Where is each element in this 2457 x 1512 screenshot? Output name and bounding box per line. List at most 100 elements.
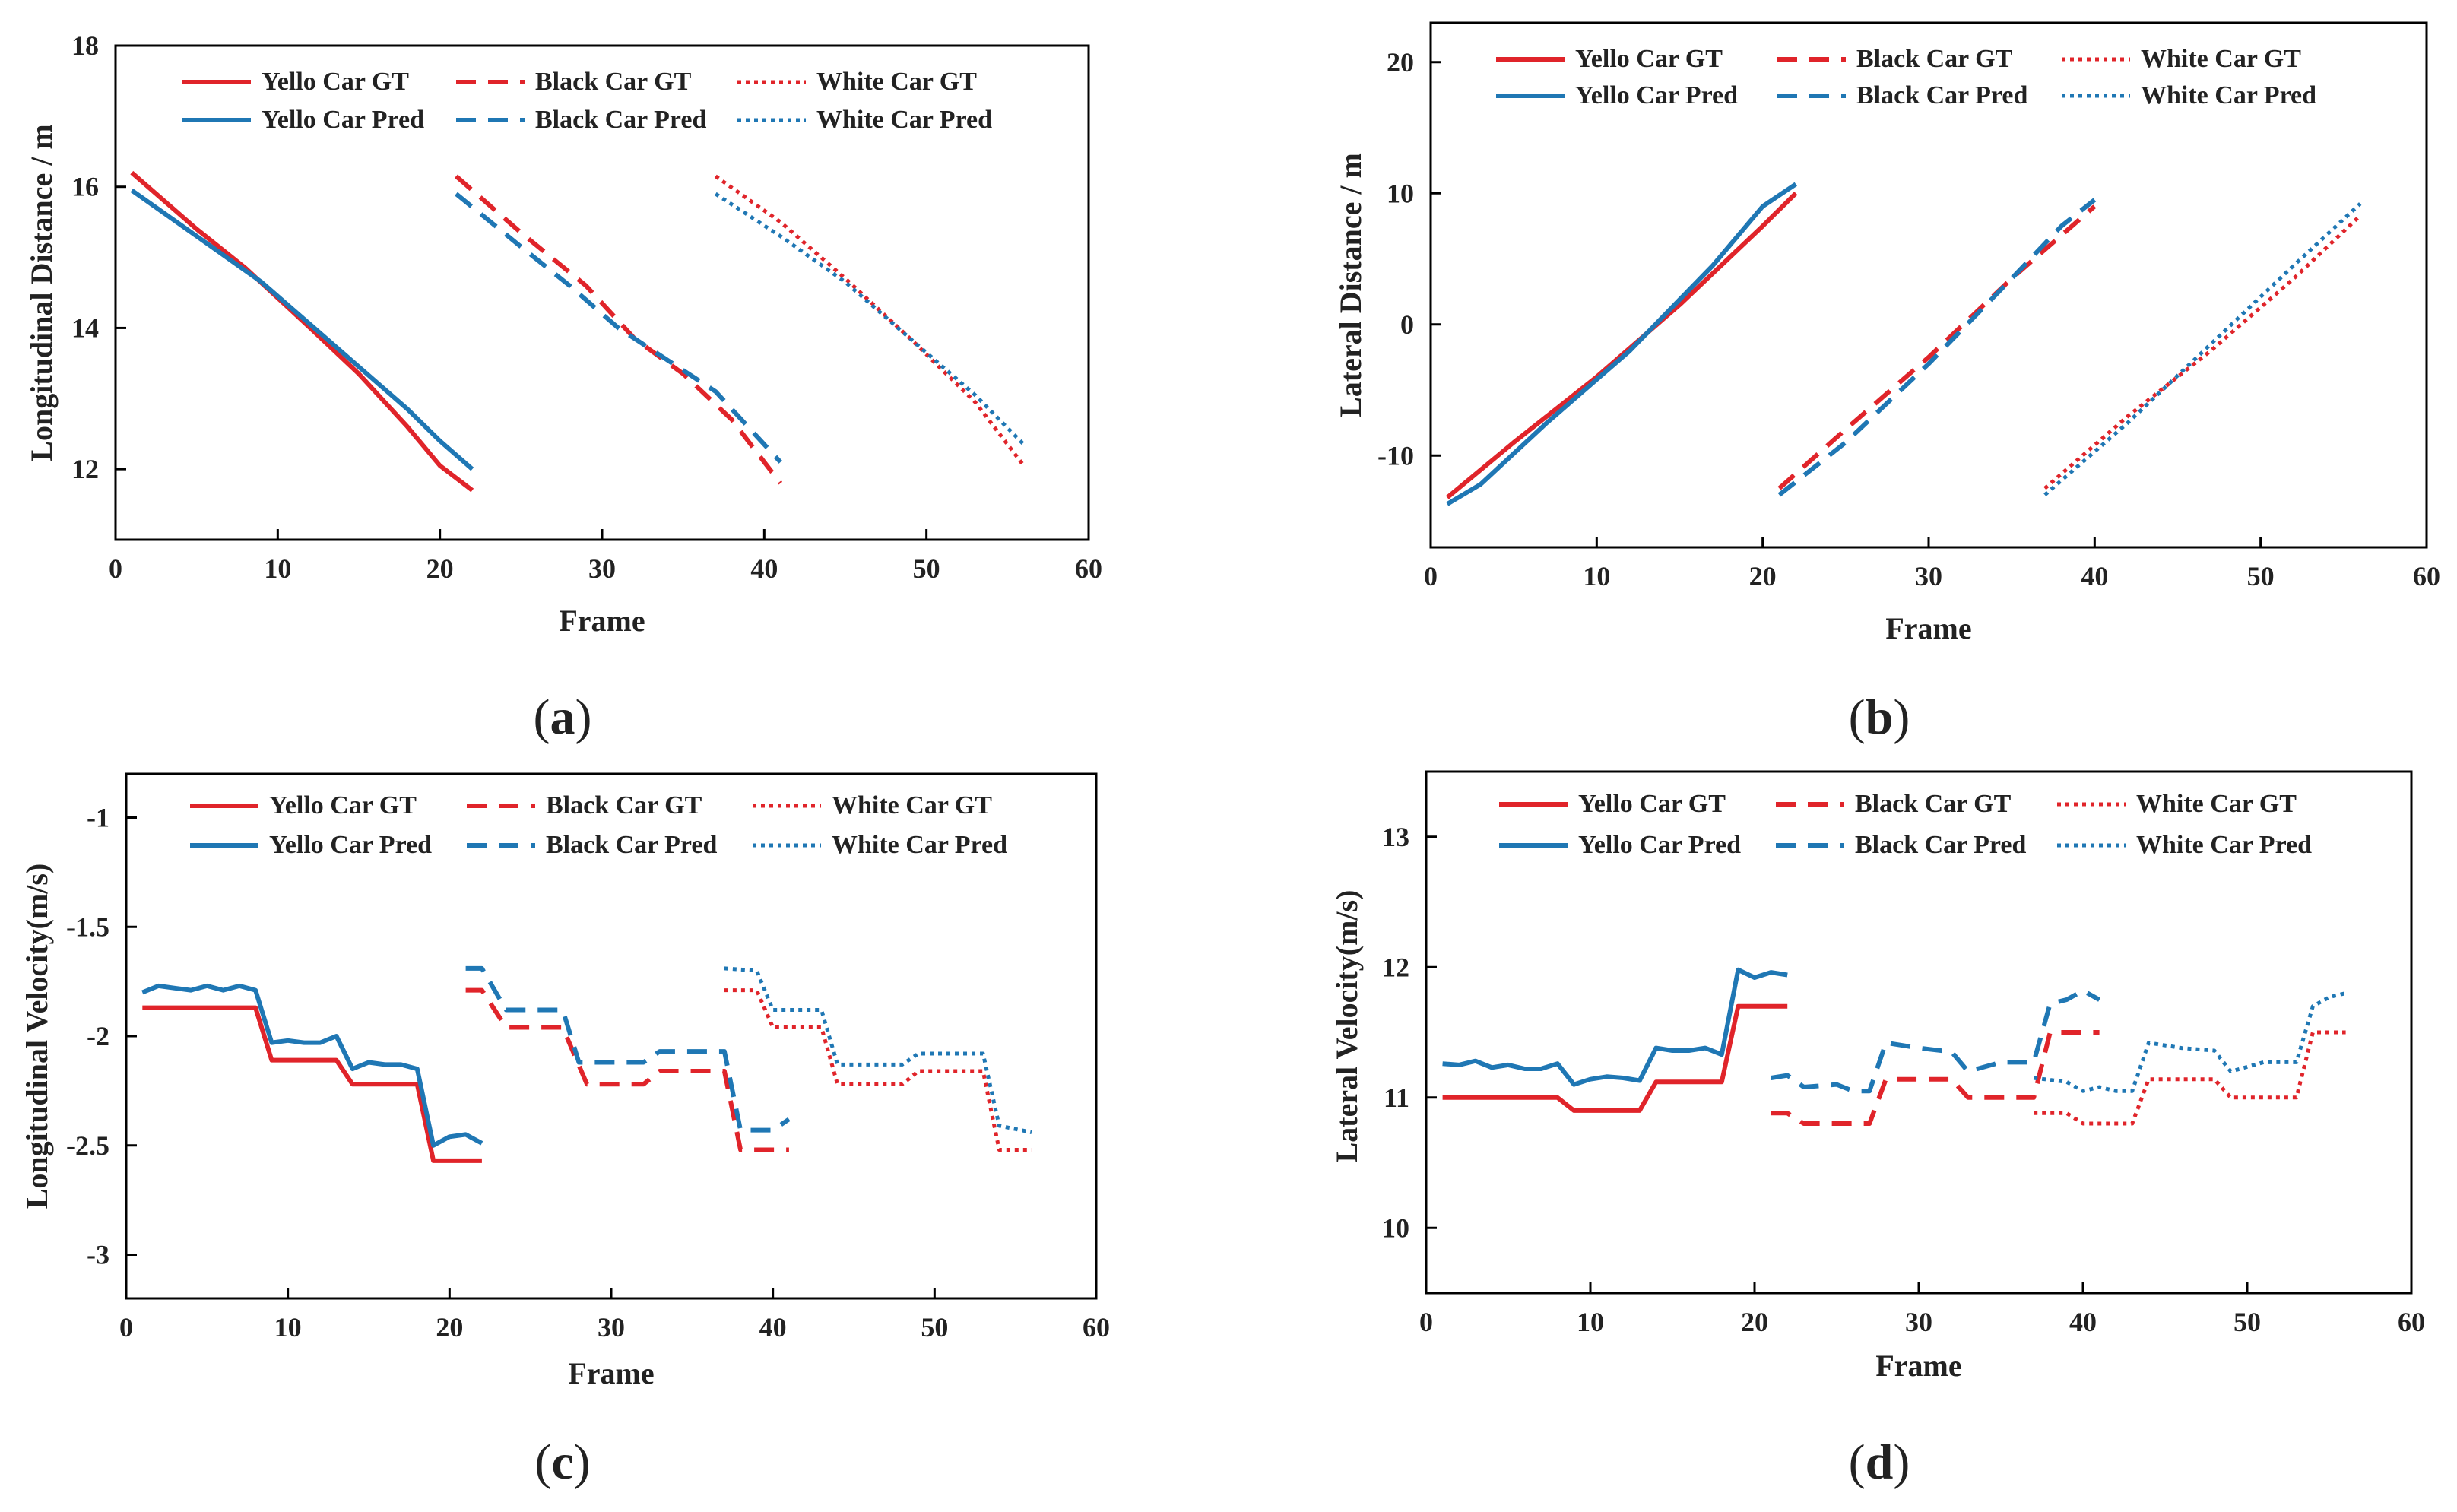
legend-label-a-white-car-gt: White Car GT: [816, 68, 977, 96]
series-line-c-black-car-pred: [465, 965, 791, 1133]
series-line-b-white-car-pred: [2043, 202, 2362, 496]
y-axis-label-d: Lateral Velocity(m/s): [1330, 890, 1364, 1163]
panel-d-lateral-velocity: 0 10 20 30 40 50 60 10 11 12 13 Yello Car GT Black …: [1330, 770, 2425, 1490]
legend-label-b-black-car-pred: Black Car Pred: [1856, 81, 2027, 109]
series-line-c-black-car-gt: [465, 987, 789, 1152]
series-line-b-white-car-gt: [2043, 214, 2362, 490]
y-tick-label-b-3: 20: [1387, 47, 1414, 78]
x-tick-label-c-20: 20: [436, 1312, 463, 1342]
x-tick-label-c-10: 10: [274, 1312, 302, 1342]
caption-letter-b: b: [1866, 689, 1894, 745]
legend-label-a-yello-car-gt: Yello Car GT: [262, 68, 409, 96]
x-tick-label-d-60: 60: [2398, 1307, 2425, 1337]
x-tick-label-a-40: 40: [750, 553, 778, 584]
series-c: [141, 965, 1032, 1163]
legend-b: Yello Car GT Black Car GT White Car GT Yell…: [1496, 45, 2316, 109]
caption-b: (b): [1849, 689, 1910, 745]
ticks-b: 0 10 20 30 40 50 60 -10 0 10 20: [1378, 47, 2440, 591]
series-line-a-black-car-pred: [455, 192, 782, 464]
caption-letter-c: c: [551, 1434, 573, 1490]
legend-label-c-black-car-pred: Black Car Pred: [546, 831, 717, 859]
x-tick-label-a-20: 20: [426, 553, 454, 584]
series-line-c-white-car-pred: [724, 966, 1032, 1134]
panel-c-longitudinal-velocity: 0 10 20 30 40 50 60 -3 -2.5 -2 -1.5 -1 Yello Car GT…: [20, 772, 1110, 1490]
legend-label-b-white-car-pred: White Car Pred: [2141, 81, 2316, 109]
x-tick-label-c-40: 40: [759, 1312, 787, 1342]
caption-d: (d): [1849, 1434, 1910, 1490]
series-line-a-white-car-gt: [714, 174, 1026, 468]
y-axis-label-b: Lateral Distance / m: [1333, 153, 1368, 417]
y-axis-label-c: Longitudinal Velocity(m/s): [20, 864, 54, 1209]
series-line-d-yello-car-gt: [1442, 1003, 1788, 1113]
legend-c: Yello Car GT Black Car GT White Car GT Yell…: [190, 791, 1007, 859]
series-d: [1442, 967, 2347, 1126]
x-tick-label-a-60: 60: [1075, 553, 1102, 584]
series-b: [1445, 182, 2362, 506]
x-tick-label-b-30: 30: [1915, 561, 1942, 591]
series-line-c-white-car-gt: [724, 988, 1032, 1152]
x-tick-label-d-40: 40: [2069, 1307, 2097, 1337]
y-tick-label-a-3: 18: [71, 30, 99, 61]
legend-label-c-yello-car-pred: Yello Car Pred: [269, 831, 432, 859]
series-line-d-black-car-pred: [1771, 988, 2101, 1094]
y-tick-label-a-1: 14: [71, 312, 99, 343]
x-tick-label-b-10: 10: [1583, 561, 1610, 591]
x-axis-label-a: Frame: [559, 604, 645, 638]
panel-b-lateral-distance: 0 10 20 30 40 50 60 -10 0 10 20 Yello Car GT Black …: [1333, 21, 2440, 745]
x-tick-label-a-0: 0: [109, 553, 122, 584]
x-tick-label-c-60: 60: [1083, 1312, 1110, 1342]
x-tick-label-c-50: 50: [921, 1312, 948, 1342]
y-tick-label-a-0: 12: [71, 454, 99, 484]
y-tick-label-c-3: -1.5: [66, 911, 109, 942]
panel-a-longitudinal-distance: 0 10 20 30 40 50 60 12 14 16 18 Yello Car GT Black …: [24, 30, 1102, 745]
legend-label-b-black-car-gt: Black Car GT: [1856, 45, 2013, 73]
x-tick-label-b-60: 60: [2413, 561, 2440, 591]
x-tick-label-d-30: 30: [1905, 1307, 1932, 1337]
legend-label-c-black-car-gt: Black Car GT: [546, 791, 702, 819]
legend-label-c-yello-car-gt: Yello Car GT: [269, 791, 417, 819]
x-tick-label-d-50: 50: [2233, 1307, 2261, 1337]
ticks-a: 0 10 20 30 40 50 60 12 14 16 18: [71, 30, 1102, 584]
series-line-b-yello-car-pred: [1446, 182, 1797, 506]
legend-label-b-yello-car-gt: Yello Car GT: [1575, 45, 1723, 73]
legend-label-a-black-car-gt: Black Car GT: [535, 68, 692, 96]
y-tick-label-d-3: 13: [1382, 822, 1409, 852]
legend-label-c-white-car-pred: White Car Pred: [832, 831, 1007, 859]
series-line-d-black-car-gt: [1771, 1030, 2100, 1126]
legend-label-d-yello-car-pred: Yello Car Pred: [1578, 831, 1741, 859]
x-axis-label-d: Frame: [1875, 1349, 1961, 1383]
series-line-a-yello-car-pred: [130, 188, 474, 471]
y-tick-label-c-1: -2.5: [66, 1130, 109, 1161]
legend-label-d-white-car-pred: White Car Pred: [2136, 831, 2312, 859]
x-tick-label-d-20: 20: [1741, 1307, 1768, 1337]
x-tick-label-a-50: 50: [913, 553, 940, 584]
legend-label-d-black-car-gt: Black Car GT: [1855, 790, 2012, 818]
series-line-a-black-car-gt: [455, 174, 783, 485]
legend-label-a-white-car-pred: White Car Pred: [816, 106, 992, 134]
series-line-d-white-car-gt: [2034, 1030, 2346, 1126]
y-tick-label-b-2: 10: [1387, 178, 1414, 208]
x-tick-label-b-40: 40: [2081, 561, 2108, 591]
x-tick-label-a-10: 10: [264, 553, 291, 584]
y-tick-label-c-2: -2: [87, 1021, 109, 1051]
x-tick-label-a-30: 30: [588, 553, 616, 584]
legend-a: Yello Car GT Black Car GT White Car GT Yell…: [182, 68, 992, 134]
x-tick-label-b-20: 20: [1749, 561, 1777, 591]
legend-label-c-white-car-gt: White Car GT: [832, 791, 992, 819]
series-line-b-yello-car-gt: [1445, 192, 1798, 499]
y-tick-label-c-4: -1: [87, 803, 109, 833]
x-tick-label-b-50: 50: [2247, 561, 2275, 591]
y-tick-label-c-0: -3: [87, 1240, 109, 1270]
series-line-a-yello-car-gt: [130, 170, 474, 493]
y-tick-label-b-1: 0: [1400, 309, 1414, 340]
ticks-d: 0 10 20 30 40 50 60 10 11 12 13: [1382, 822, 2425, 1337]
legend-label-a-yello-car-pred: Yello Car Pred: [262, 106, 424, 134]
x-tick-label-c-30: 30: [598, 1312, 625, 1342]
y-tick-label-d-0: 10: [1382, 1212, 1409, 1243]
series-line-b-black-car-gt: [1777, 204, 2097, 490]
caption-letter-d: d: [1866, 1434, 1894, 1490]
caption-letter-a: a: [550, 689, 575, 745]
y-tick-label-d-2: 12: [1382, 952, 1409, 982]
x-axis-label-b: Frame: [1885, 611, 1971, 645]
